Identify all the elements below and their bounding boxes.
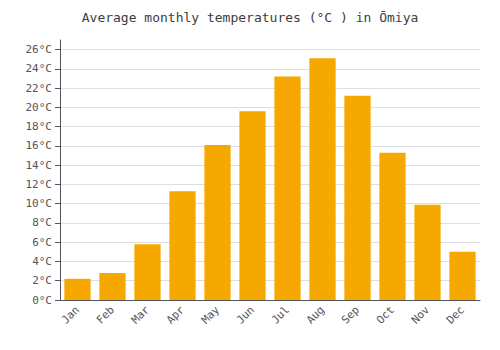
svg-text:10°C: 10°C xyxy=(26,197,53,210)
svg-text:Feb: Feb xyxy=(94,303,117,326)
svg-text:14°C: 14°C xyxy=(26,159,53,172)
svg-text:2°C: 2°C xyxy=(32,274,52,287)
svg-text:18°C: 18°C xyxy=(26,120,53,133)
svg-text:Apr: Apr xyxy=(164,303,187,326)
svg-text:Average monthly temperatures (: Average monthly temperatures (°C ) in Ōm… xyxy=(82,10,419,25)
svg-text:Aug: Aug xyxy=(304,303,327,326)
svg-text:Oct: Oct xyxy=(374,303,397,326)
svg-text:Sep: Sep xyxy=(339,303,362,326)
svg-text:Jan: Jan xyxy=(59,303,82,326)
svg-text:Nov: Nov xyxy=(409,303,432,326)
svg-text:12°C: 12°C xyxy=(26,178,53,191)
svg-text:Jun: Jun xyxy=(234,303,257,326)
svg-text:Dec: Dec xyxy=(444,303,467,326)
svg-text:20°C: 20°C xyxy=(26,101,53,114)
svg-text:24°C: 24°C xyxy=(26,62,53,75)
svg-text:26°C: 26°C xyxy=(26,43,53,56)
svg-text:0°C: 0°C xyxy=(32,294,52,307)
svg-text:22°C: 22°C xyxy=(26,82,53,95)
svg-text:6°C: 6°C xyxy=(32,236,52,249)
svg-text:Jul: Jul xyxy=(269,303,292,326)
svg-text:16°C: 16°C xyxy=(26,139,53,152)
svg-text:8°C: 8°C xyxy=(32,216,52,229)
svg-text:Mar: Mar xyxy=(129,303,152,326)
svg-text:May: May xyxy=(199,303,222,326)
svg-text:4°C: 4°C xyxy=(32,255,52,268)
